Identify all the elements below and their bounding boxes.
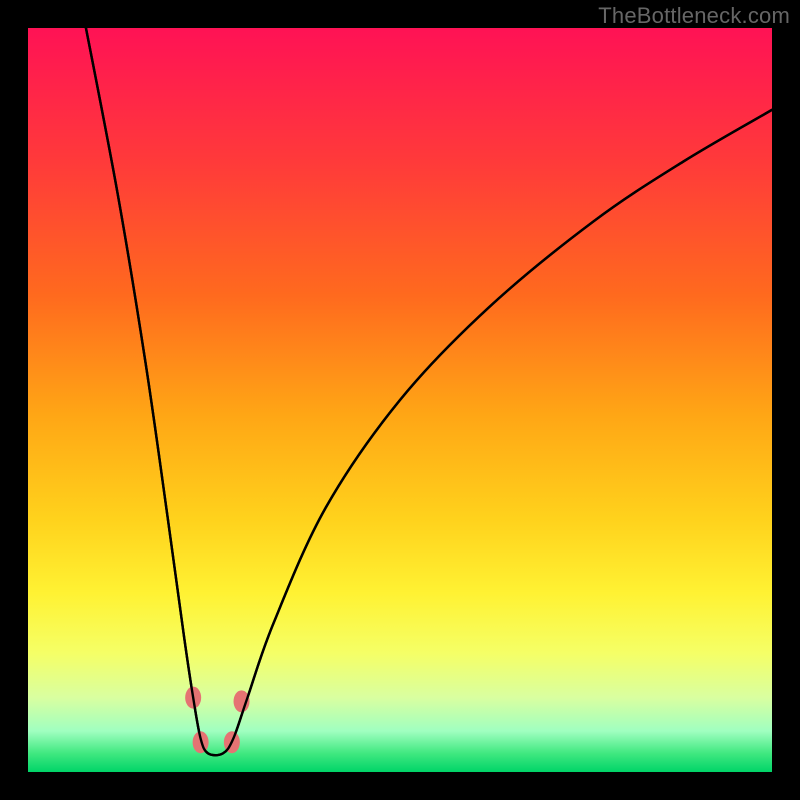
chart-container: TheBottleneck.com bbox=[0, 0, 800, 800]
watermark-label: TheBottleneck.com bbox=[598, 3, 790, 29]
bottleneck-chart bbox=[0, 0, 800, 800]
